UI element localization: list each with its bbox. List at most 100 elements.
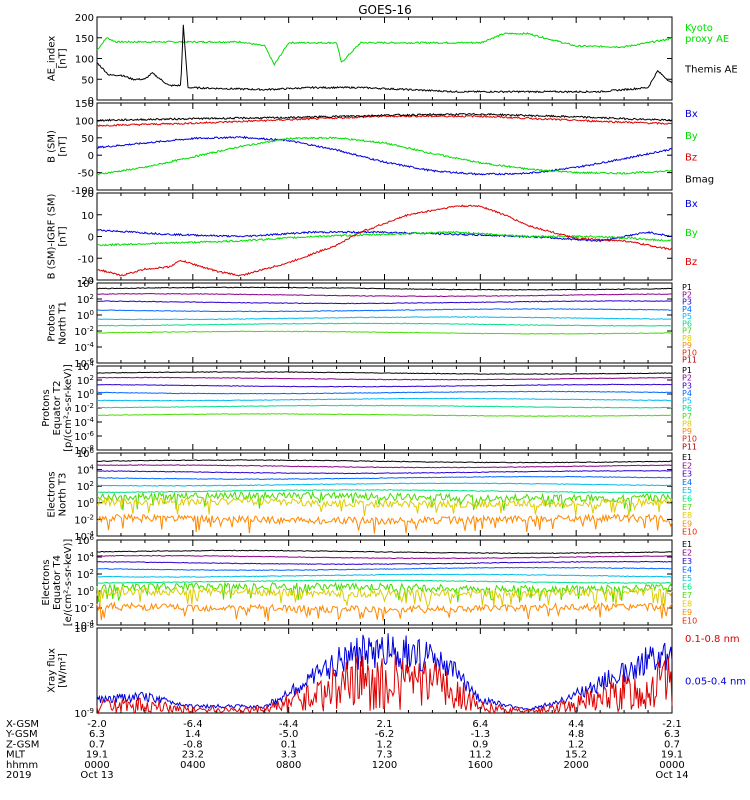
y-tick-label: 10-4: [74, 341, 94, 354]
y-tick-label: 10-6: [74, 430, 94, 443]
y-tick-label: 106: [77, 534, 95, 547]
channel-label: E9: [682, 519, 692, 528]
y-tick-label: 104: [77, 551, 95, 564]
x-row-value: Oct 13: [80, 770, 113, 781]
channel-label: P4: [682, 389, 692, 398]
legend-entry: By: [685, 228, 698, 239]
channel-label: P11: [682, 356, 697, 365]
x-row-value: 4.8: [568, 729, 584, 740]
channel-label: E5: [682, 574, 692, 583]
x-row-label: MLT: [6, 750, 26, 761]
channel-label: E6: [682, 583, 692, 592]
channel-label: P8: [682, 419, 692, 428]
x-row-value: 7.3: [377, 750, 393, 761]
legend-entry: Bz: [685, 257, 697, 268]
y-tick-label: 102: [77, 480, 94, 493]
y-tick-label: 0: [88, 151, 94, 162]
y-tick-label: -10: [78, 254, 94, 265]
x-row-value: 1200: [372, 760, 397, 771]
legend-entry: 0.1-0.8 nm: [685, 634, 740, 645]
y-tick-label: 10-2: [74, 602, 94, 615]
channel-E5: [96, 482, 673, 487]
x-row-value: 1600: [468, 760, 493, 771]
x-row-value: 0400: [180, 760, 205, 771]
y-tick-label: -50: [78, 169, 94, 180]
series-xray-long: [96, 654, 673, 715]
y-tick-label: 20: [81, 189, 94, 200]
y-axis-label: Xray flux: [47, 648, 58, 693]
x-row-value: 0.9: [472, 739, 488, 750]
channel-E7: [96, 581, 673, 603]
channel-E6: [96, 579, 673, 584]
y-tick-label: 102: [77, 374, 94, 387]
channel-label: P4: [682, 305, 692, 314]
x-row-value: -5.0: [279, 729, 299, 740]
y-tick-label: 102: [77, 568, 94, 581]
y-tick-label: 102: [77, 293, 94, 306]
plot-title: GOES-16: [358, 3, 412, 17]
y-tick-label: 10-2: [74, 402, 94, 415]
y-tick-label: 100: [77, 497, 94, 510]
channel-label: P5: [682, 312, 692, 321]
channel-label: P2: [682, 290, 692, 299]
y-axis-label: Equator T4: [52, 555, 63, 610]
y-axis-label: [p/(cm²-s-sr-keV)]: [63, 364, 74, 452]
y-axis-label: Protons: [41, 389, 52, 426]
channel-label: E4: [682, 566, 692, 575]
y-axis-label: [nT]: [58, 48, 69, 68]
channel-label: E2: [682, 461, 692, 470]
series-by: [96, 230, 673, 247]
channel-P6: [96, 404, 673, 409]
channel-E1: [96, 549, 673, 555]
channel-label: E1: [682, 453, 692, 462]
x-row-value: 4.4: [568, 719, 584, 730]
channel-label: E4: [682, 478, 692, 487]
x-row-value: 0.1: [281, 739, 297, 750]
channel-label: P9: [682, 427, 692, 436]
x-row-value: 23.2: [182, 750, 204, 761]
y-tick-label: 200: [75, 13, 94, 24]
legend-entry: By: [685, 131, 698, 142]
channel-label: E3: [682, 470, 692, 479]
channel-E2: [96, 554, 673, 560]
y-tick-label: 50: [81, 75, 94, 86]
y-tick-label: 50: [81, 134, 94, 145]
channel-P3: [96, 300, 673, 305]
channel-label: E5: [682, 486, 692, 495]
y-tick-label: 100: [75, 116, 94, 127]
x-row-value: Oct 14: [655, 770, 688, 781]
channel-label: E8: [682, 600, 692, 609]
channel-E2: [96, 464, 673, 469]
x-row-value: -1.3: [471, 729, 491, 740]
y-tick-label: -20: [78, 276, 94, 287]
channel-label: P10: [682, 348, 697, 357]
y-tick-label: 0: [88, 233, 94, 244]
channel-E5: [96, 573, 673, 578]
channel-P6: [96, 322, 673, 327]
channel-E7: [96, 490, 673, 512]
channel-label: P7: [682, 327, 692, 336]
series-bz: [96, 114, 673, 128]
channel-label: P6: [682, 404, 692, 413]
channel-E9: [96, 513, 673, 534]
channel-label: E10: [682, 617, 697, 626]
channel-P2: [96, 376, 672, 381]
series-bz: [97, 204, 673, 277]
channel-label: E1: [682, 540, 692, 549]
x-row-label: Z-GSM: [6, 739, 39, 750]
channel-label: P8: [682, 334, 692, 343]
y-axis-label: [nT]: [58, 136, 69, 156]
x-row-value: 1.2: [377, 739, 393, 750]
channel-label: E3: [682, 557, 692, 566]
channel-P2: [96, 292, 673, 298]
x-row-value: 0800: [276, 760, 301, 771]
x-row-value: -2.0: [87, 719, 107, 730]
panel-bsm: -100 -50 0 50 100 150 B (SM) [nT] Bx By Bz Bmag: [47, 99, 715, 197]
y-axis-label: AE_index: [47, 36, 58, 82]
y-axis-label: North T1: [58, 301, 69, 345]
